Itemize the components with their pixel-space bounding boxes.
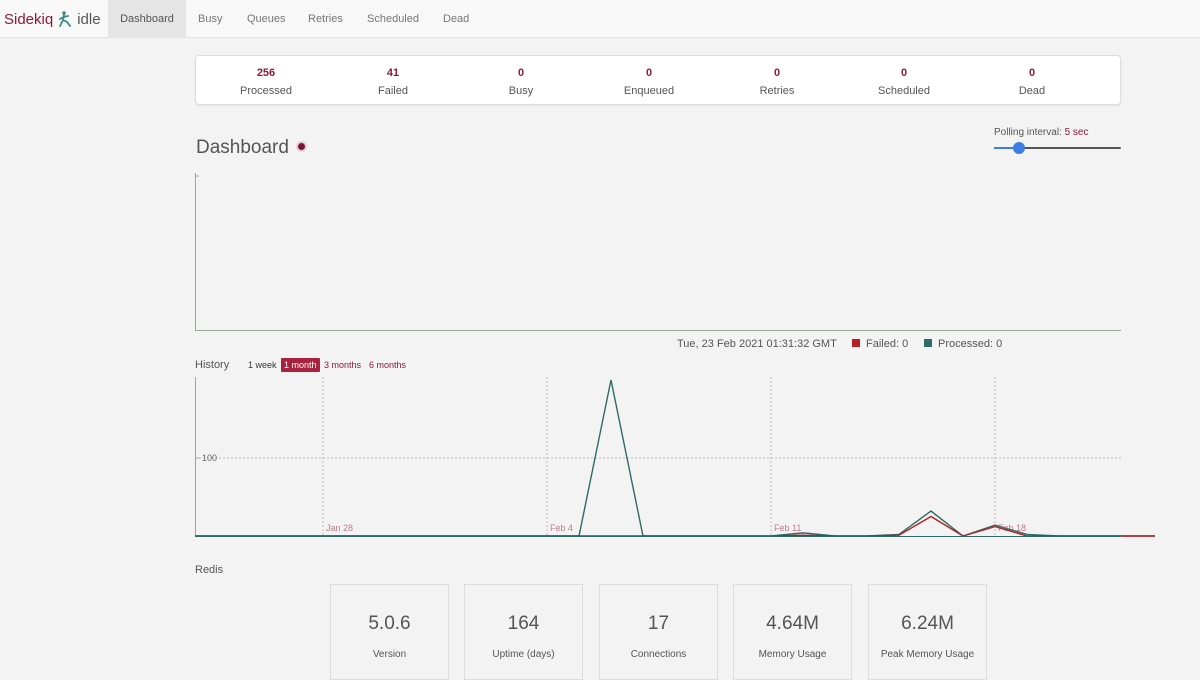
polling-label-text: Polling interval:	[994, 127, 1062, 138]
page-title: Dashboard	[196, 137, 289, 158]
live-beacon-icon	[298, 143, 305, 150]
nav-queues[interactable]: Queues	[247, 13, 286, 25]
history-label: History	[195, 359, 230, 371]
redis-stat-label: Version	[372, 649, 407, 660]
range-1-week[interactable]: 1 week	[248, 360, 277, 370]
redis-stat-peak-memory: 6.24M Peak Memory Usage	[868, 584, 987, 680]
stat-label: Failed	[378, 85, 408, 97]
status-text: idle	[77, 10, 101, 28]
stat-count: 0	[645, 67, 653, 79]
redis-value: 5.0.6	[368, 613, 411, 634]
failed-swatch	[852, 339, 860, 348]
legend-processed: Processed: 0	[924, 337, 1002, 351]
stat-label: Busy	[508, 85, 534, 97]
stat-count: 0	[773, 67, 781, 79]
stat-label: Dead	[1018, 85, 1046, 97]
slider-fill	[994, 147, 1020, 149]
redis-stat-version: 5.0.6 Version	[330, 584, 449, 680]
history-x-tick-label: Feb 4	[550, 523, 573, 533]
nav-dashboard[interactable]: Dashboard	[108, 0, 186, 38]
stat-enqueued[interactable]: 0 Enqueued	[599, 67, 699, 97]
redis-stat-label: Uptime (days)	[492, 649, 555, 660]
summary-bar: 256 Processed 41 Failed 0 Busy 0 Enqueue…	[195, 55, 1121, 105]
sidekiq-kicker-icon	[59, 11, 72, 27]
history-chart: 100 Jan 28 Feb 4 Feb 11 Feb 18	[195, 377, 1155, 537]
polling-interval-slider[interactable]	[994, 147, 1121, 149]
legend-processed-text: Processed: 0	[938, 338, 1003, 350]
stat-label: Retries	[759, 85, 795, 97]
redis-value: 4.64M	[766, 613, 819, 634]
stat-dead[interactable]: 0 Dead	[982, 67, 1082, 97]
stat-count: 0	[1028, 67, 1036, 79]
redis-value: 164	[507, 613, 540, 634]
redis-stat-label: Peak Memory Usage	[880, 649, 975, 660]
stat-count: 0	[900, 67, 908, 79]
history-x-tick-label: Feb 18	[998, 523, 1026, 533]
stat-failed[interactable]: 41 Failed	[343, 67, 443, 97]
redis-stat-memory-usage: 4.64M Memory Usage	[733, 584, 852, 680]
history-x-tick-label: Feb 11	[774, 523, 801, 533]
brand-name[interactable]: Sidekiq	[4, 10, 54, 28]
nav-dead[interactable]: Dead	[443, 13, 470, 25]
redis-stat-connections: 17 Connections	[599, 584, 718, 680]
range-6-months[interactable]: 6 months	[369, 360, 407, 370]
redis-value: 6.24M	[901, 613, 954, 634]
redis-stat-label: Connections	[630, 649, 687, 660]
brand[interactable]: Sidekiq idle	[4, 0, 101, 38]
stat-scheduled[interactable]: 0 Scheduled	[854, 67, 954, 97]
realtime-chart	[195, 173, 1121, 331]
realtime-timestamp: Tue, 23 Feb 2021 01:31:32 GMT	[677, 338, 837, 350]
redis-label: Redis	[195, 564, 224, 576]
stat-label: Processed	[240, 85, 292, 97]
stat-count: 41	[386, 67, 400, 79]
legend-failed: Failed: 0	[852, 337, 908, 351]
stat-label: Scheduled	[878, 85, 930, 97]
history-x-tick-label: Jan 28	[326, 523, 353, 533]
redis-value: 17	[647, 613, 670, 634]
stat-count: 256	[256, 67, 276, 79]
polling-value: 5 sec	[1064, 127, 1089, 138]
stat-retries[interactable]: 0 Retries	[727, 67, 827, 97]
history-y-tick-label: 100	[202, 453, 217, 463]
nav-scheduled[interactable]: Scheduled	[367, 13, 419, 25]
slider-thumb[interactable]	[1013, 142, 1025, 154]
legend-failed-text: Failed: 0	[866, 338, 909, 350]
navbar: Sidekiq idle Dashboard Busy Queues Retri…	[0, 0, 1200, 38]
stat-label: Enqueued	[623, 85, 675, 97]
stat-processed[interactable]: 256 Processed	[216, 67, 316, 97]
processed-swatch	[924, 339, 932, 348]
stat-busy[interactable]: 0 Busy	[471, 67, 571, 97]
nav-retries[interactable]: Retries	[308, 13, 343, 25]
redis-stat-label: Memory Usage	[758, 649, 827, 660]
stat-count: 0	[517, 67, 525, 79]
nav-busy[interactable]: Busy	[198, 13, 223, 25]
range-3-months[interactable]: 3 months	[324, 360, 362, 370]
redis-stat-uptime: 164 Uptime (days)	[464, 584, 583, 680]
range-1-month[interactable]: 1 month	[281, 358, 320, 372]
polling-interval-label: Polling interval: 5 sec	[994, 127, 1089, 138]
